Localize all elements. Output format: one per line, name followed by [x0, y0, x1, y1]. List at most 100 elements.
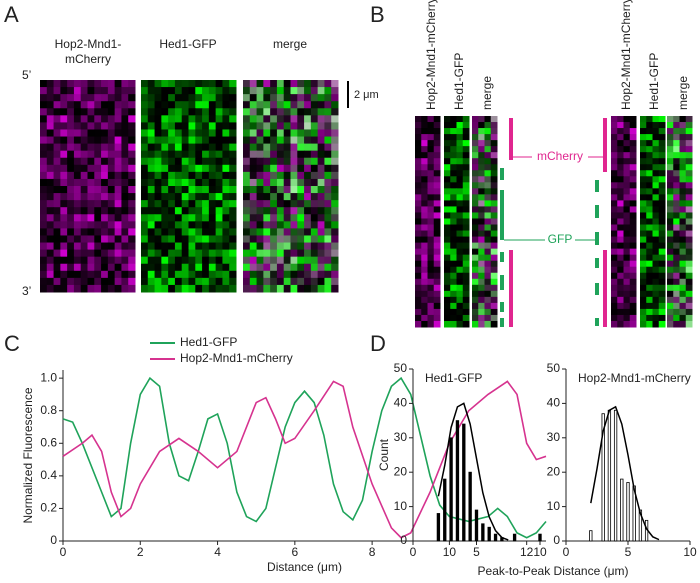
- pixel: [427, 206, 435, 213]
- pixel: [101, 193, 109, 201]
- pixel: [456, 248, 464, 256]
- pixel: [141, 263, 149, 272]
- pixel: [444, 170, 451, 177]
- pixel: [283, 270, 291, 279]
- pixel: [472, 320, 479, 328]
- pixel: [623, 176, 631, 183]
- pixel: [121, 80, 129, 88]
- pixel: [415, 158, 422, 165]
- pixel: [195, 214, 203, 222]
- pixel: [450, 308, 457, 316]
- pixel: [304, 200, 312, 208]
- pixel: [472, 146, 479, 153]
- pixel: [147, 178, 156, 187]
- pixel: [188, 171, 196, 180]
- pixel: [456, 152, 464, 159]
- pixel: [121, 207, 129, 215]
- pixel: [297, 235, 305, 244]
- pixel: [658, 308, 666, 316]
- pixel: [667, 320, 674, 328]
- pixel: [87, 108, 95, 116]
- pixel: [94, 284, 102, 293]
- pixel: [490, 140, 498, 147]
- micrograph: [472, 116, 498, 328]
- pixel: [658, 224, 666, 232]
- pixel: [53, 122, 61, 130]
- pixel: [168, 157, 176, 166]
- pixel: [256, 256, 264, 265]
- pixel: [46, 235, 55, 244]
- pixel: [427, 128, 435, 135]
- pixel: [270, 207, 278, 215]
- pixel: [444, 128, 451, 135]
- pixel: [304, 207, 312, 215]
- pixel: [141, 207, 149, 215]
- pixel: [168, 221, 176, 229]
- pixel: [490, 230, 498, 238]
- pixel: [297, 143, 305, 152]
- pixel: [478, 302, 485, 310]
- pixel: [652, 152, 660, 159]
- pixel: [673, 140, 680, 147]
- pixel: [188, 136, 196, 145]
- pixel: [472, 248, 479, 256]
- pixel: [94, 129, 102, 138]
- pixel: [317, 157, 325, 166]
- pixel: [617, 176, 624, 183]
- pixel: [107, 164, 116, 173]
- pixel: [415, 200, 422, 207]
- pixel: [331, 164, 339, 173]
- pixel: [667, 284, 674, 292]
- pixel: [617, 314, 624, 322]
- pixel: [478, 296, 485, 304]
- pixel: [168, 101, 176, 109]
- pixel: [256, 186, 264, 194]
- pixel: [427, 254, 435, 262]
- pixel: [40, 171, 48, 180]
- pixel: [121, 193, 129, 201]
- pixel: [658, 182, 666, 189]
- x-tick-label: 6: [291, 545, 298, 559]
- pixel: [215, 108, 223, 116]
- pixel: [263, 200, 271, 208]
- pixel: [222, 122, 230, 130]
- pixel: [40, 101, 48, 109]
- pixel: [484, 128, 492, 135]
- pixel: [456, 266, 464, 274]
- pixel: [154, 207, 162, 215]
- pixel: [472, 128, 479, 135]
- pixel: [679, 314, 687, 322]
- pixel: [222, 263, 230, 272]
- pixel: [94, 143, 102, 152]
- pixel: [229, 94, 237, 102]
- pixel: [141, 186, 149, 194]
- pixel: [188, 263, 196, 272]
- pixel: [181, 228, 189, 236]
- fit-curve: [590, 405, 660, 541]
- pixel: [168, 178, 176, 187]
- pixel: [685, 320, 693, 328]
- pixel: [450, 218, 457, 226]
- pixel: [623, 236, 631, 244]
- pixel: [101, 157, 109, 166]
- pixel: [229, 263, 237, 272]
- pixel: [310, 277, 319, 286]
- pixel: [80, 200, 88, 208]
- pixel: [290, 186, 298, 194]
- pixel: [658, 176, 666, 183]
- pixel: [270, 164, 278, 173]
- pixel: [623, 182, 631, 189]
- pixel: [658, 194, 666, 201]
- pixel: [310, 150, 319, 159]
- pixel: [433, 152, 441, 159]
- pixel: [646, 152, 653, 159]
- pixel: [415, 224, 422, 232]
- pixel: [114, 277, 122, 286]
- pixel: [640, 236, 647, 244]
- pixel: [415, 146, 422, 153]
- pixel: [168, 235, 176, 244]
- pixel: [462, 128, 470, 135]
- pixel: [128, 108, 136, 116]
- pixel: [290, 157, 298, 166]
- y-tick-label: 10: [547, 499, 561, 513]
